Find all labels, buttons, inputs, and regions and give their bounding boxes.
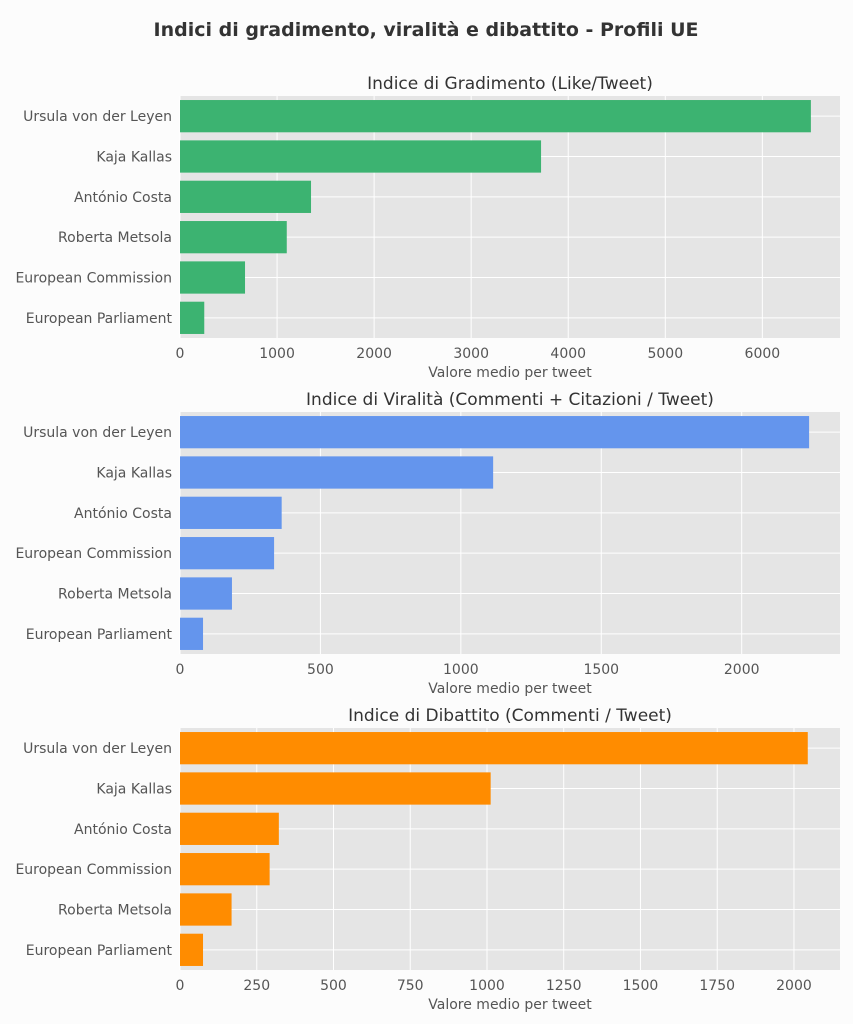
- y-tick-label: European Commission: [15, 546, 172, 562]
- y-tick-label: Roberta Metsola: [58, 230, 172, 246]
- x-tick-label: 1000: [259, 346, 295, 362]
- x-tick-label: 5000: [647, 346, 683, 362]
- x-tick-label: 1000: [469, 978, 505, 994]
- bar: [180, 496, 282, 529]
- bar: [180, 893, 232, 926]
- y-tick-label: Ursula von der Leyen: [23, 425, 172, 441]
- plot-area: [180, 728, 840, 970]
- x-tick-label: 2000: [776, 978, 812, 994]
- bar: [180, 180, 312, 213]
- x-axis-label: Valore medio per tweet: [428, 681, 592, 697]
- y-tick-label: António Costa: [74, 190, 172, 206]
- bar: [180, 416, 810, 449]
- chart-panel-1: Ursula von der Leyen Kaja Kallas António C…: [15, 74, 840, 381]
- plot-area: [180, 96, 840, 338]
- y-tick-label: European Commission: [15, 271, 172, 287]
- bar: [180, 100, 811, 133]
- y-tick-label: Roberta Metsola: [58, 903, 172, 919]
- bar: [180, 732, 808, 765]
- x-tick-label: 6000: [745, 346, 781, 362]
- bar: [180, 577, 232, 610]
- figure-title: Indici di gradimento, viralità e dibatti…: [154, 19, 699, 41]
- x-tick-label: 1500: [623, 978, 659, 994]
- bar: [180, 617, 204, 650]
- x-tick-label: 500: [307, 662, 334, 678]
- x-tick-label: 500: [320, 978, 347, 994]
- y-tick-label: Kaja Kallas: [96, 466, 172, 482]
- bar: [180, 301, 205, 334]
- x-tick-label: 0: [176, 662, 185, 678]
- x-tick-label: 1750: [699, 978, 735, 994]
- x-tick-label: 4000: [550, 346, 586, 362]
- x-tick-label: 750: [397, 978, 424, 994]
- x-tick-label: 1500: [583, 662, 619, 678]
- y-tick-label: European Parliament: [26, 627, 173, 643]
- bar: [180, 537, 275, 570]
- x-tick-label: 250: [243, 978, 270, 994]
- y-tick-label: European Parliament: [26, 943, 173, 959]
- x-tick-label: 1000: [443, 662, 479, 678]
- bar: [180, 812, 279, 845]
- bar: [180, 140, 542, 173]
- chart-title: Indice di Viralità (Commenti + Citazioni…: [306, 390, 714, 410]
- y-tick-label: Roberta Metsola: [58, 587, 172, 603]
- bar: [180, 933, 204, 966]
- chart-title: Indice di Gradimento (Like/Tweet): [367, 74, 653, 94]
- y-tick-label: European Parliament: [26, 311, 173, 327]
- x-tick-label: 3000: [453, 346, 489, 362]
- y-tick-label: European Commission: [15, 862, 172, 878]
- x-tick-label: 0: [176, 346, 185, 362]
- chart-title: Indice di Dibattito (Commenti / Tweet): [348, 706, 672, 726]
- chart-panel-3: Ursula von der Leyen Kaja Kallas António C…: [15, 706, 840, 1013]
- y-tick-label: Kaja Kallas: [96, 782, 172, 798]
- bar: [180, 853, 270, 886]
- bar: [180, 221, 287, 254]
- y-tick-label: Ursula von der Leyen: [23, 741, 172, 757]
- x-axis-label: Valore medio per tweet: [428, 997, 592, 1013]
- bar: [180, 261, 246, 294]
- x-tick-label: 0: [176, 978, 185, 994]
- plot-area: [180, 412, 840, 654]
- x-tick-label: 2000: [724, 662, 760, 678]
- x-tick-label: 2000: [356, 346, 392, 362]
- bar: [180, 772, 491, 805]
- chart-panel-2: Ursula von der Leyen Kaja Kallas António C…: [15, 390, 840, 697]
- x-axis-label: Valore medio per tweet: [428, 365, 592, 381]
- bar: [180, 456, 494, 489]
- y-tick-label: António Costa: [74, 506, 172, 522]
- y-tick-label: Kaja Kallas: [96, 150, 172, 166]
- y-tick-label: Ursula von der Leyen: [23, 109, 172, 125]
- x-tick-label: 1250: [546, 978, 582, 994]
- y-tick-label: António Costa: [74, 822, 172, 838]
